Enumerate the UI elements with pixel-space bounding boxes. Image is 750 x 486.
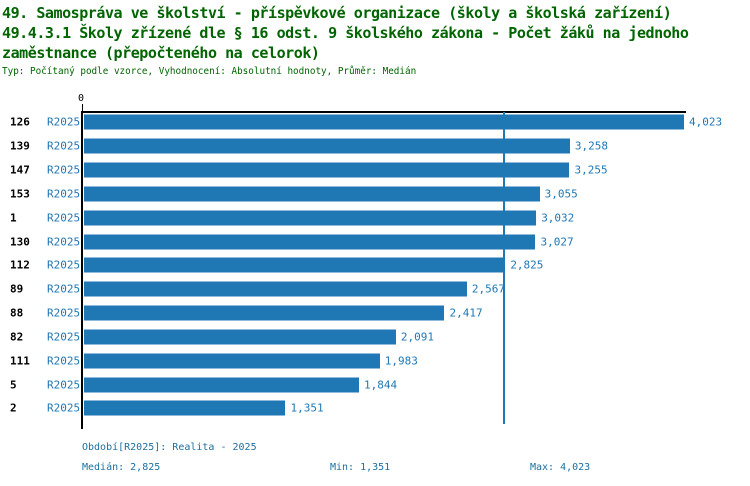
y-axis-line (81, 111, 83, 429)
report-title-line3: zaměstnance (přepočteného na celorok) (2, 44, 320, 62)
value-bar (84, 353, 380, 369)
bar-value-label: 3,032 (541, 211, 575, 225)
row-period-label: R2025 (47, 401, 81, 415)
value-bar (84, 234, 536, 250)
footer-median-stat: Medián: 2,825 (82, 462, 161, 473)
chart-row: 126 R2025 4,023 (0, 111, 750, 135)
chart-row: 5 R2025 1,844 (0, 373, 750, 397)
value-bar (84, 281, 467, 297)
row-category-label: 112 (10, 258, 30, 272)
bar-value-label: 2,417 (449, 306, 483, 320)
bar-value-label: 3,027 (540, 235, 574, 249)
x-axis-zero-tick-label: 0 (77, 93, 85, 104)
report-title-line1: 49. Samospráva ve školství - příspěvkové… (2, 4, 672, 22)
row-category-label: 89 (10, 282, 24, 296)
row-category-label: 111 (10, 354, 30, 368)
footer-min-stat: Min: 1,351 (330, 462, 391, 473)
report-meta-line: Typ: Počítaný podle vzorce, Vyhodnocení:… (2, 66, 417, 77)
value-bar (84, 329, 396, 345)
chart-row: 112 R2025 2,825 (0, 253, 750, 277)
bar-value-label: 1,983 (384, 354, 418, 368)
chart-row: 82 R2025 2,091 (0, 325, 750, 349)
value-bar (84, 305, 445, 321)
chart-row: 130 R2025 3,027 (0, 230, 750, 254)
row-period-label: R2025 (47, 330, 81, 344)
bar-value-label: 1,351 (290, 401, 324, 415)
row-category-label: 82 (10, 330, 24, 344)
row-period-label: R2025 (47, 187, 81, 201)
row-period-label: R2025 (47, 306, 81, 320)
value-bar (84, 186, 540, 202)
row-category-label: 126 (10, 115, 30, 129)
report-title-line2: 49.4.3.1 Školy zřízené dle § 16 odst. 9 … (2, 24, 689, 42)
row-category-label: 153 (10, 187, 30, 201)
row-category-label: 1 (10, 211, 17, 225)
row-period-label: R2025 (47, 258, 81, 272)
footer-max-stat: Max: 4,023 (530, 462, 591, 473)
chart-rows: 126 R2025 4,023 139 R2025 3,258 147 R202… (0, 111, 750, 421)
x-axis-tick-mark (82, 104, 83, 112)
bar-value-label: 1,844 (364, 378, 398, 392)
bar-value-label: 2,091 (400, 330, 434, 344)
row-category-label: 139 (10, 139, 30, 153)
row-period-label: R2025 (47, 163, 81, 177)
bar-value-label: 3,055 (544, 187, 578, 201)
chart-row: 1 R2025 3,032 (0, 206, 750, 230)
bar-value-label: 3,258 (574, 139, 609, 153)
chart-row: 153 R2025 3,055 (0, 182, 750, 206)
value-bar (84, 114, 684, 130)
value-bar (84, 400, 286, 416)
row-period-label: R2025 (47, 115, 81, 129)
row-category-label: 88 (10, 306, 24, 320)
bar-value-label: 4,023 (689, 115, 723, 129)
value-bar (84, 210, 537, 226)
row-period-label: R2025 (47, 139, 81, 153)
chart-row: 147 R2025 3,255 (0, 158, 750, 182)
bar-value-label: 2,825 (510, 258, 544, 272)
value-bar (84, 377, 360, 393)
row-category-label: 147 (10, 163, 30, 177)
row-category-label: 2 (10, 401, 17, 415)
value-bar (84, 138, 570, 154)
chart-row: 89 R2025 2,567 (0, 277, 750, 301)
value-bar (84, 162, 570, 178)
row-category-label: 130 (10, 235, 30, 249)
row-period-label: R2025 (47, 378, 81, 392)
bar-value-label: 3,255 (574, 163, 608, 177)
row-category-label: 5 (10, 378, 17, 392)
chart-row: 2 R2025 1,351 (0, 396, 750, 420)
x-axis-line (82, 111, 686, 113)
bar-value-label: 2,567 (471, 282, 505, 296)
chart-row: 139 R2025 3,258 (0, 134, 750, 158)
value-bar (84, 257, 506, 273)
row-period-label: R2025 (47, 282, 81, 296)
row-period-label: R2025 (47, 235, 81, 249)
row-period-label: R2025 (47, 354, 81, 368)
chart-row: 111 R2025 1,983 (0, 349, 750, 373)
chart-row: 88 R2025 2,417 (0, 301, 750, 325)
footer-period-legend: Období[R2025]: Realita - 2025 (82, 442, 257, 453)
row-period-label: R2025 (47, 211, 81, 225)
